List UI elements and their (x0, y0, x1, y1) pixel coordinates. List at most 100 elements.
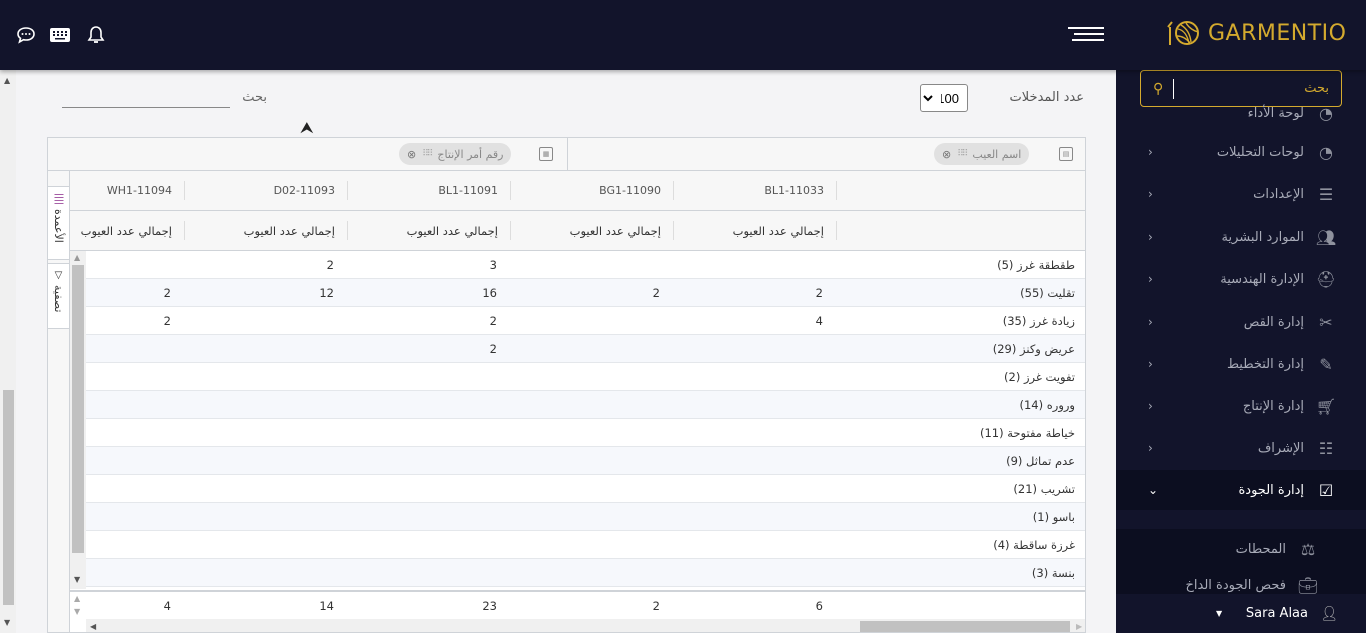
chevron-left-icon[interactable]: ‹ (1148, 357, 1153, 371)
data-cell[interactable] (185, 391, 348, 418)
data-cell[interactable] (511, 363, 674, 390)
row-header[interactable]: بنسة (3) (1031, 566, 1075, 580)
data-cell[interactable] (86, 335, 185, 362)
row-header[interactable]: خياطة مفتوحة (11) (979, 426, 1075, 440)
data-cell[interactable] (511, 447, 674, 474)
chevron-left-icon[interactable]: ‹ (1148, 399, 1153, 413)
measure-header[interactable]: إجمالي عدد العيوب (70, 211, 185, 250)
row-header[interactable]: تشريب (21) (1013, 482, 1075, 496)
measure-header[interactable]: إجمالي عدد العيوب (511, 211, 674, 250)
data-cell[interactable]: 2 (163, 286, 171, 300)
data-cell[interactable] (511, 475, 674, 502)
data-cell[interactable]: 2 (815, 286, 823, 300)
data-cell[interactable] (86, 559, 185, 586)
data-cell[interactable] (185, 475, 348, 502)
data-cell[interactable] (185, 419, 348, 446)
drag-grip-icon[interactable]: ⠿⠿ (422, 149, 433, 159)
data-cell[interactable] (511, 531, 674, 558)
data-cell[interactable] (674, 419, 837, 446)
data-cell[interactable] (348, 391, 511, 418)
drag-grip-icon[interactable]: ⠿⠿ (957, 149, 968, 159)
data-cell[interactable] (511, 251, 674, 278)
user-menu[interactable]: 👤︎ Sara Alaa ▼ (1116, 594, 1366, 633)
data-cell[interactable] (185, 363, 348, 390)
data-cell[interactable]: 2 (163, 314, 171, 328)
chevron-left-icon[interactable]: ‹ (1148, 230, 1153, 244)
measure-header[interactable]: إجمالي عدد العيوب (185, 211, 348, 250)
chevron-left-icon[interactable]: ‹ (1148, 441, 1153, 455)
grid-horizontal-scrollbar[interactable]: ◀ ▶ (86, 619, 1085, 632)
data-cell[interactable] (348, 419, 511, 446)
data-cell[interactable]: 3 (489, 258, 497, 272)
hamburger-menu-button[interactable] (1068, 27, 1104, 43)
data-cell[interactable] (674, 475, 837, 502)
chevron-left-icon[interactable]: ‹ (1148, 187, 1153, 201)
data-cell[interactable] (185, 447, 348, 474)
data-cell[interactable]: 2 (489, 342, 497, 356)
data-cell[interactable]: 2 (489, 314, 497, 328)
search-icon[interactable]: ⚲ (1153, 80, 1164, 97)
remove-field-icon[interactable]: ⊗ (942, 147, 952, 161)
data-cell[interactable] (185, 531, 348, 558)
data-cell[interactable] (185, 559, 348, 586)
sidebar-item[interactable]: ✎ إدارة التخطيط ‹ (1116, 344, 1366, 384)
data-cell[interactable] (674, 531, 837, 558)
data-cell[interactable] (674, 363, 837, 390)
column-header[interactable]: BG1-11090 (511, 171, 674, 210)
scroll-down-arrow-icon[interactable]: ▼ (74, 575, 81, 584)
data-cell[interactable] (86, 503, 185, 530)
sidebar-item[interactable]: ☰ الإعدادات ‹ (1116, 174, 1366, 214)
data-cell[interactable] (674, 391, 837, 418)
row-header[interactable]: تفويت غرز (2) (1004, 370, 1075, 384)
chat-icon[interactable] (15, 24, 37, 46)
data-cell[interactable] (86, 363, 185, 390)
data-cell[interactable] (185, 503, 348, 530)
row-header[interactable]: باسو (1) (1032, 510, 1075, 524)
column-header[interactable]: BL1-11091 (348, 171, 511, 210)
data-cell[interactable] (86, 475, 185, 502)
sidebar-subitem[interactable]: ⚖ المحطات (1116, 529, 1366, 569)
measure-header[interactable]: إجمالي عدد العيوب (348, 211, 511, 250)
data-cell[interactable] (348, 447, 511, 474)
row-header[interactable]: زيادة غرز (35) (1002, 314, 1075, 328)
sidebar-item[interactable]: 👥︎ الموارد البشرية ‹ (1116, 217, 1366, 257)
data-cell[interactable]: 2 (326, 258, 334, 272)
data-cell[interactable] (86, 531, 185, 558)
remove-field-icon[interactable]: ⊗ (407, 147, 417, 161)
grid-hscroll-thumb[interactable] (860, 621, 1070, 632)
sidebar-item[interactable]: 🛒︎ إدارة الإنتاج ‹ (1116, 386, 1366, 426)
page-scrollbar[interactable]: ▲ ▼ (0, 70, 16, 633)
data-cell[interactable] (511, 391, 674, 418)
sidebar-item[interactable]: ◔ لوحة الأداء (1116, 93, 1366, 133)
row-header[interactable]: عريض وكنز (29) (992, 342, 1075, 356)
sidebar-item[interactable]: ⛑︎ الإدارة الهندسية ‹ (1116, 259, 1366, 299)
row-header[interactable]: تقليت (55) (1020, 286, 1075, 300)
data-cell[interactable] (511, 559, 674, 586)
row-header[interactable]: عدم تماثل (9) (1006, 454, 1075, 468)
tab-filter[interactable]: ▽ تصفية (48, 263, 70, 329)
column-field-chip[interactable]: رقم أمر الإنتاج ⠿⠿ ⊗ (399, 143, 512, 165)
scroll-right-arrow-icon[interactable]: ▶ (1076, 622, 1083, 631)
data-cell[interactable] (511, 335, 674, 362)
keyboard-icon[interactable] (49, 24, 71, 46)
scroll-left-arrow-icon[interactable]: ◀ (90, 622, 97, 631)
scroll-down-arrow-icon[interactable]: ▼ (74, 607, 81, 616)
data-cell[interactable] (185, 335, 348, 362)
data-cell[interactable] (348, 363, 511, 390)
search-input[interactable] (62, 107, 230, 108)
entries-select[interactable]: 100 (920, 84, 968, 112)
sidebar-item[interactable]: ☷ الإشراف ‹ (1116, 428, 1366, 468)
data-cell[interactable] (511, 419, 674, 446)
data-cell[interactable] (185, 307, 348, 334)
data-cell[interactable] (86, 251, 185, 278)
sidebar-item[interactable]: ◔ لوحات التحليلات ‹ (1116, 132, 1366, 172)
bell-icon[interactable] (85, 24, 107, 46)
data-cell[interactable] (674, 251, 837, 278)
data-cell[interactable] (86, 419, 185, 446)
chevron-left-icon[interactable]: ‹ (1148, 145, 1153, 159)
scroll-up-arrow-icon[interactable]: ▲ (74, 594, 81, 603)
row-field-chip[interactable]: اسم العيب ⠿⠿ ⊗ (934, 143, 1030, 165)
page-scrollbar-thumb[interactable] (3, 390, 14, 605)
data-cell[interactable] (674, 335, 837, 362)
data-cell[interactable]: 4 (815, 314, 823, 328)
